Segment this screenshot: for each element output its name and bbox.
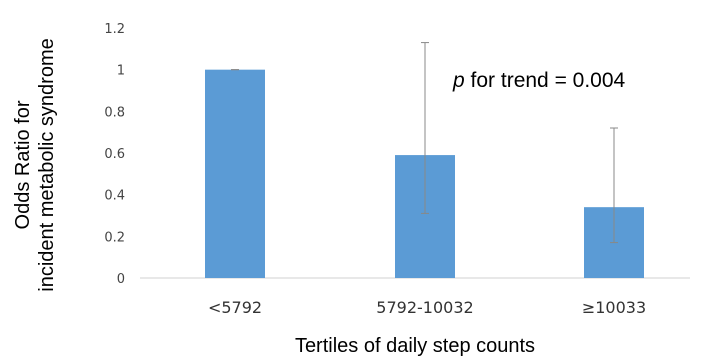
category-label: 5792-10032 [376, 298, 473, 317]
annotation-text: for trend = 0.004 [465, 69, 626, 92]
annotation-italic: p [452, 69, 465, 92]
y-tick-label: 0.8 [104, 105, 125, 120]
category-labels: <5792 5792-10032 ≥10033 [208, 298, 646, 317]
bar [205, 69, 265, 279]
y-tick-labels: 0 0.2 0.4 0.6 0.8 1 1.2 [104, 22, 125, 287]
y-axis-title: Odds Ratio for incident metabolic syndro… [12, 38, 58, 291]
error-bar [421, 42, 429, 214]
y-tick-label: 1 [117, 64, 125, 79]
y-tick-label: 0.6 [104, 147, 125, 162]
y-tick-label: 0.2 [104, 230, 125, 245]
error-bar [610, 127, 618, 244]
annotation: p for trend = 0.004 [452, 69, 626, 92]
category-label: ≥10033 [582, 298, 646, 317]
y-axis-title-line-2: incident metabolic syndrome [36, 38, 58, 291]
y-axis-title-line-1: Odds Ratio for [12, 100, 34, 229]
x-axis-title: Tertiles of daily step counts [295, 335, 535, 357]
y-tick-label: 0 [117, 272, 125, 287]
error-bars [231, 42, 618, 244]
category-label: <5792 [208, 298, 262, 317]
y-tick-label: 1.2 [104, 22, 125, 37]
y-tick-label: 0.4 [104, 189, 125, 204]
